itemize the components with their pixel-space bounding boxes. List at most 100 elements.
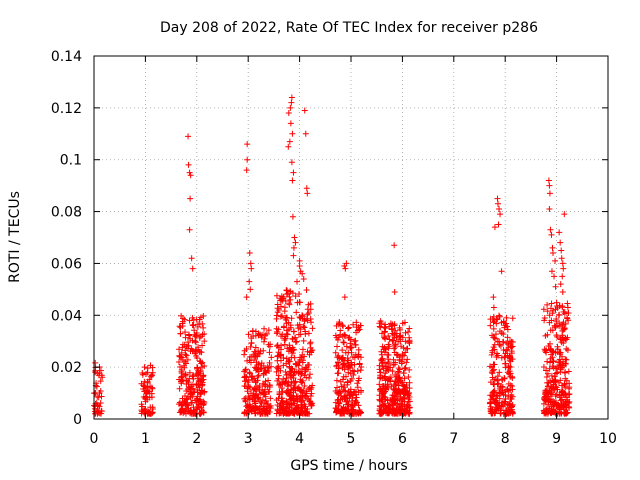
data-point: [399, 320, 406, 327]
data-point-outlier: [246, 278, 253, 285]
data-point: [393, 405, 400, 412]
data-point: [336, 319, 343, 326]
data-point: [177, 324, 184, 331]
data-point-outlier: [287, 120, 294, 127]
data-point: [396, 333, 403, 340]
data-point-outlier: [343, 260, 350, 267]
data-point: [509, 338, 516, 345]
data-point-outlier: [552, 283, 559, 290]
data-point: [291, 410, 298, 417]
data-point: [488, 351, 495, 358]
data-point: [389, 368, 396, 375]
data-point: [257, 365, 264, 372]
data-point: [348, 359, 355, 366]
data-point: [141, 408, 148, 415]
data-point: [495, 352, 502, 359]
data-point-outlier: [490, 304, 497, 311]
data-point: [564, 314, 571, 321]
data-point: [183, 352, 190, 359]
data-point: [384, 377, 391, 384]
data-point-outlier: [558, 247, 565, 254]
data-point: [389, 337, 396, 344]
data-point: [540, 364, 547, 371]
data-point-outlier: [557, 239, 564, 246]
data-point: [493, 393, 500, 400]
data-point: [508, 395, 515, 402]
data-point: [499, 399, 506, 406]
data-point: [255, 372, 262, 379]
data-point: [309, 325, 316, 332]
data-point: [187, 385, 194, 392]
data-point: [565, 368, 572, 375]
data-point: [248, 340, 255, 347]
data-point-outlier: [301, 107, 308, 114]
data-point: [340, 323, 347, 330]
data-point: [273, 315, 280, 322]
data-point: [546, 340, 553, 347]
data-point: [280, 362, 287, 369]
data-point-outlier: [247, 286, 254, 293]
data-point-outlier: [300, 275, 307, 282]
data-point: [97, 367, 104, 374]
data-point-outlier: [290, 169, 297, 176]
data-point: [355, 377, 362, 384]
data-point: [265, 401, 272, 408]
data-point: [253, 405, 260, 412]
data-point: [405, 329, 412, 336]
data-point: [309, 382, 316, 389]
data-point: [258, 399, 265, 406]
data-point: [293, 405, 300, 412]
data-point: [397, 393, 404, 400]
x-tick-label: 0: [90, 431, 99, 447]
x-tick-label: 2: [192, 431, 201, 447]
data-point: [391, 349, 398, 356]
data-point-outlier: [285, 110, 292, 117]
data-point: [558, 396, 565, 403]
data-point: [285, 358, 292, 365]
data-point: [399, 401, 406, 408]
data-point: [565, 310, 572, 317]
data-point: [263, 407, 270, 414]
data-point-outlier: [495, 200, 502, 207]
data-point: [242, 367, 249, 374]
data-point: [402, 338, 409, 345]
data-point: [267, 395, 274, 402]
data-point: [380, 383, 387, 390]
data-point: [397, 332, 404, 339]
data-point: [305, 330, 312, 337]
data-point: [250, 351, 257, 358]
data-point-outlier: [551, 273, 558, 280]
data-point: [349, 362, 356, 369]
data-point: [307, 392, 314, 399]
data-point: [490, 366, 497, 373]
data-point: [550, 387, 557, 394]
data-point: [97, 388, 104, 395]
data-point: [176, 346, 183, 353]
data-point: [147, 410, 154, 417]
data-point: [492, 400, 499, 407]
data-point: [241, 351, 248, 358]
data-point: [336, 400, 343, 407]
data-point: [194, 372, 201, 379]
data-point: [181, 408, 188, 415]
data-point: [404, 345, 411, 352]
data-point: [265, 364, 272, 371]
data-point: [561, 390, 568, 397]
data-point: [548, 317, 555, 324]
data-point: [304, 311, 311, 318]
data-point: [396, 324, 403, 331]
data-point: [284, 345, 291, 352]
data-point: [560, 319, 567, 326]
data-point: [293, 309, 300, 316]
data-point: [301, 382, 308, 389]
data-point-outlier: [243, 167, 250, 174]
data-point: [332, 387, 339, 394]
data-point: [390, 396, 397, 403]
data-point: [183, 380, 190, 387]
data-point: [292, 293, 299, 300]
data-point: [182, 334, 189, 341]
data-point: [357, 367, 364, 374]
data-point: [406, 340, 413, 347]
data-point: [275, 364, 282, 371]
data-point: [498, 354, 505, 361]
